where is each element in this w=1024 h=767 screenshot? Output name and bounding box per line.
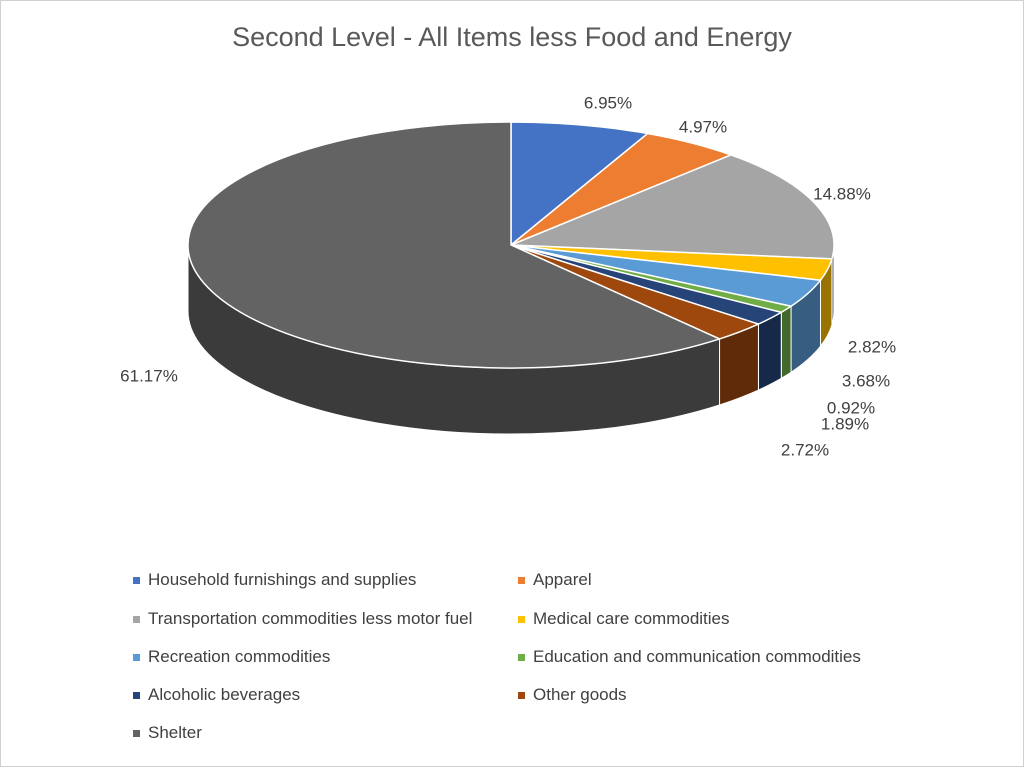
pie-top (187, 121, 835, 369)
data-label-apparel: 4.97% (679, 117, 727, 136)
data-label-alcoholic-beverages: 1.89% (821, 414, 869, 433)
data-labels: 6.95% 4.97% 14.88% 2.82% 3.68% 0.92%1.89% 2.72… (120, 93, 896, 459)
pie-slice-shelter (187, 121, 721, 369)
data-label-household-furnishings-and-supplies: 6.95% (584, 93, 632, 112)
pie-sides (187, 244, 835, 435)
data-label-other-goods: 2.72% (781, 440, 829, 459)
pie-side-alcoholic-beverages (757, 311, 782, 391)
pie-slice-transportation-commodities-less-motor-fuel (510, 154, 835, 260)
data-label-recreation-commodities: 3.68% (842, 371, 890, 390)
pie-side-education-and-communication-commodities (780, 305, 792, 380)
data-label-medical-care-commodities: 2.82% (848, 337, 896, 356)
data-label-shelter: 61.17% (120, 366, 178, 385)
data-label-transportation-commodities-less-motor-fuel: 14.88% (813, 184, 871, 203)
pie-slice-household-furnishings-and-supplies (510, 121, 649, 246)
chart-title: Second Level - All Items less Food and E… (232, 22, 792, 52)
data-label-education-and-communication-commodities: 0.92% (827, 398, 875, 417)
